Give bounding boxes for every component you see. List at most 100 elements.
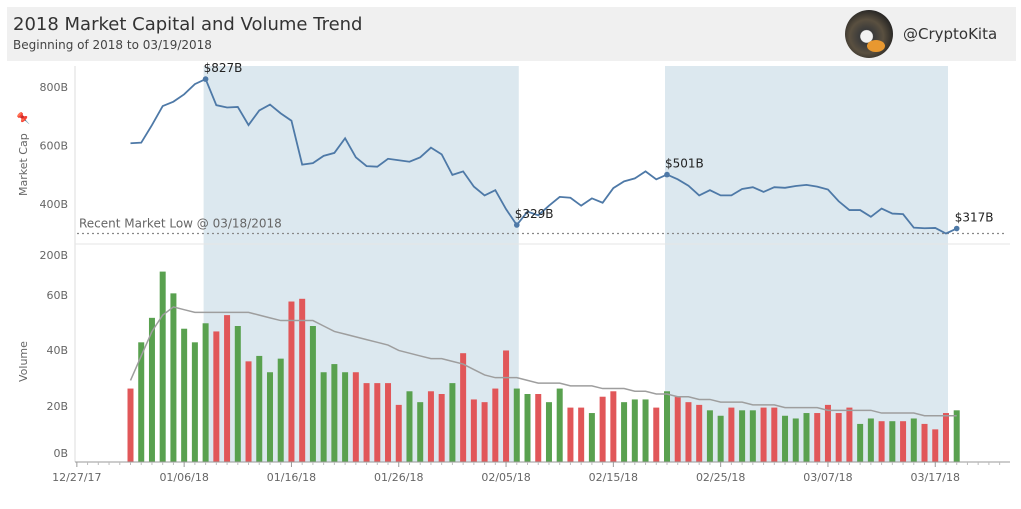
volume-bar — [492, 388, 499, 462]
volume-bar — [127, 388, 134, 462]
volume-bar — [921, 423, 928, 462]
volume-bar — [363, 383, 370, 462]
volume-bar — [900, 421, 907, 462]
volume-bar — [556, 388, 563, 462]
x-tick-label: 12/27/17 — [52, 471, 101, 484]
volume-bar — [460, 353, 467, 462]
volume-bar — [481, 402, 488, 462]
volume-bar — [256, 355, 263, 462]
volume-bar — [610, 391, 617, 462]
volume-bar — [299, 298, 306, 462]
volume-bar — [535, 394, 542, 462]
volume-bar — [867, 418, 874, 462]
price-annotations: $827B $329B $501B $317B — [202, 61, 994, 232]
volume-bar — [889, 421, 896, 462]
volume-bar — [395, 404, 402, 462]
volume-bar — [814, 413, 821, 462]
volume-bar — [910, 418, 917, 462]
volume-bar — [374, 383, 381, 462]
volume-bar — [717, 415, 724, 462]
volume-bar — [835, 413, 842, 462]
annotation-point — [513, 222, 520, 228]
shaded-range-0 — [203, 66, 519, 462]
header: 2018 Market Capital and Volume Trend Beg… — [7, 7, 1016, 61]
volume-bar — [653, 407, 660, 462]
volume-bar — [406, 391, 413, 462]
x-axis: 12/27/17 01/06/18 01/16/18 01/26/18 02/05/18… — [52, 461, 1010, 484]
volume-bar — [159, 271, 166, 462]
volume-bar — [470, 399, 477, 462]
volume-bar — [234, 326, 241, 462]
volume-bar — [953, 410, 960, 462]
x-tick-label: 02/25/18 — [696, 471, 745, 484]
volume-bar — [417, 402, 424, 462]
volume-bar — [782, 415, 789, 462]
market-cap-y-axis: 400B 600B 800B — [39, 81, 68, 211]
volume-tick-label: 40B — [46, 344, 68, 357]
annotation-label: $827B — [204, 61, 243, 75]
volume-bar — [213, 331, 220, 462]
market-cap-tick-label: 600B — [39, 140, 68, 153]
volume-bar — [245, 361, 252, 462]
avatar — [845, 10, 893, 58]
volume-bar — [567, 407, 574, 462]
market-cap-axis-label: Market Cap — [17, 133, 30, 196]
annotation-label: $501B — [665, 157, 704, 171]
volume-bar — [803, 413, 810, 462]
volume-bar — [170, 293, 177, 462]
volume-bar — [503, 350, 510, 462]
volume-bar — [191, 342, 198, 462]
x-tick-label: 02/05/18 — [481, 471, 530, 484]
x-tick-label: 01/16/18 — [267, 471, 316, 484]
volume-bar — [138, 342, 145, 462]
volume-moving-average — [129, 306, 957, 417]
volume-bar — [642, 399, 649, 462]
volume-bar — [621, 402, 628, 462]
volume-bar — [385, 383, 392, 462]
volume-tick-label: 0B — [53, 447, 68, 460]
x-tick-label: 02/15/18 — [589, 471, 638, 484]
market-cap-line — [130, 77, 958, 235]
volume-bar — [846, 407, 853, 462]
volume-bar — [148, 317, 155, 462]
annotation-label: $317B — [955, 211, 994, 225]
x-tick-label: 03/07/18 — [803, 471, 852, 484]
volume-y-axis: 0B 20B 40B 60B 200B — [39, 249, 68, 460]
chart-subtitle: Beginning of 2018 to 03/19/2018 — [13, 38, 212, 52]
market-cap-series — [130, 77, 958, 235]
market-cap-tick-label: 800B — [39, 81, 68, 94]
volume-bar — [513, 388, 520, 462]
volume-bar — [342, 372, 349, 462]
shaded-ranges — [203, 66, 948, 462]
annotation-point — [664, 171, 670, 178]
reference-line: Recent Market Low @ 03/18/2018 — [77, 217, 1006, 235]
annotation-label: $329B — [515, 207, 554, 221]
pin-icon[interactable]: 📌 — [16, 111, 30, 125]
volume-tick-label: 20B — [46, 400, 68, 413]
moving-average-line — [129, 306, 957, 417]
volume-bar — [706, 410, 713, 462]
x-tick-label: 01/06/18 — [159, 471, 208, 484]
author-handle: @CryptoKita — [903, 25, 998, 43]
volume-bar — [266, 372, 273, 462]
volume-bar — [545, 402, 552, 462]
volume-bar — [202, 323, 209, 462]
volume-bar — [352, 372, 359, 462]
shaded-range-1 — [665, 66, 948, 462]
chart-title: 2018 Market Capital and Volume Trend — [13, 14, 363, 35]
volume-bar — [181, 328, 188, 462]
volume-bar — [696, 404, 703, 462]
market-cap-tick-label: 400B — [39, 198, 68, 211]
volume-bar — [760, 407, 767, 462]
chart-grid — [74, 66, 1010, 462]
volume-bar — [792, 418, 799, 462]
x-tick-label: 01/26/18 — [374, 471, 423, 484]
volume-bar — [685, 402, 692, 462]
volume-bar — [942, 413, 949, 462]
volume-bar — [320, 372, 327, 462]
volume-bar — [824, 404, 831, 462]
volume-bar — [857, 423, 864, 462]
volume-bar — [438, 394, 445, 462]
volume-bar — [599, 396, 606, 462]
volume-bar — [728, 407, 735, 462]
